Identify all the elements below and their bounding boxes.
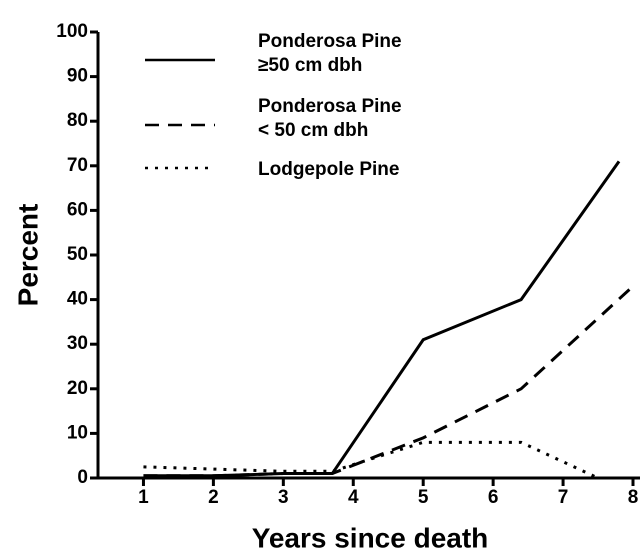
series-line (143, 440, 599, 480)
x-tick-label: 3 (278, 487, 289, 508)
y-tick-label: 90 (67, 66, 88, 87)
y-axis-title: Percent (12, 204, 43, 307)
y-tick-label: 50 (67, 244, 88, 265)
x-axis-title: Years since death (252, 522, 489, 553)
y-tick-label: 40 (67, 289, 88, 310)
x-tick-label: 7 (558, 487, 569, 508)
x-tick-label: 5 (418, 487, 429, 508)
series-line (143, 160, 621, 478)
y-tick-label: 60 (67, 199, 88, 220)
x-tick-label: 8 (628, 487, 639, 508)
y-tick-label: 10 (67, 422, 88, 443)
x-tick-label: 1 (138, 487, 149, 508)
legend-label: Lodgepole Pine (258, 159, 399, 180)
y-tick-label: 80 (67, 110, 88, 131)
y-tick-label: 20 (67, 378, 88, 399)
legend-label: Ponderosa Pine < 50 cm dbh (258, 96, 402, 141)
y-tick-label: 0 (77, 467, 88, 488)
y-tick-label: 30 (67, 333, 88, 354)
legend-label: Ponderosa Pine ≥50 cm dbh (258, 31, 402, 76)
x-tick-label: 2 (208, 487, 219, 508)
y-tick-label: 70 (67, 155, 88, 176)
series-line (143, 285, 635, 478)
x-tick-label: 4 (348, 487, 359, 508)
y-tick-label: 100 (56, 21, 88, 42)
x-tick-label: 6 (488, 487, 499, 508)
